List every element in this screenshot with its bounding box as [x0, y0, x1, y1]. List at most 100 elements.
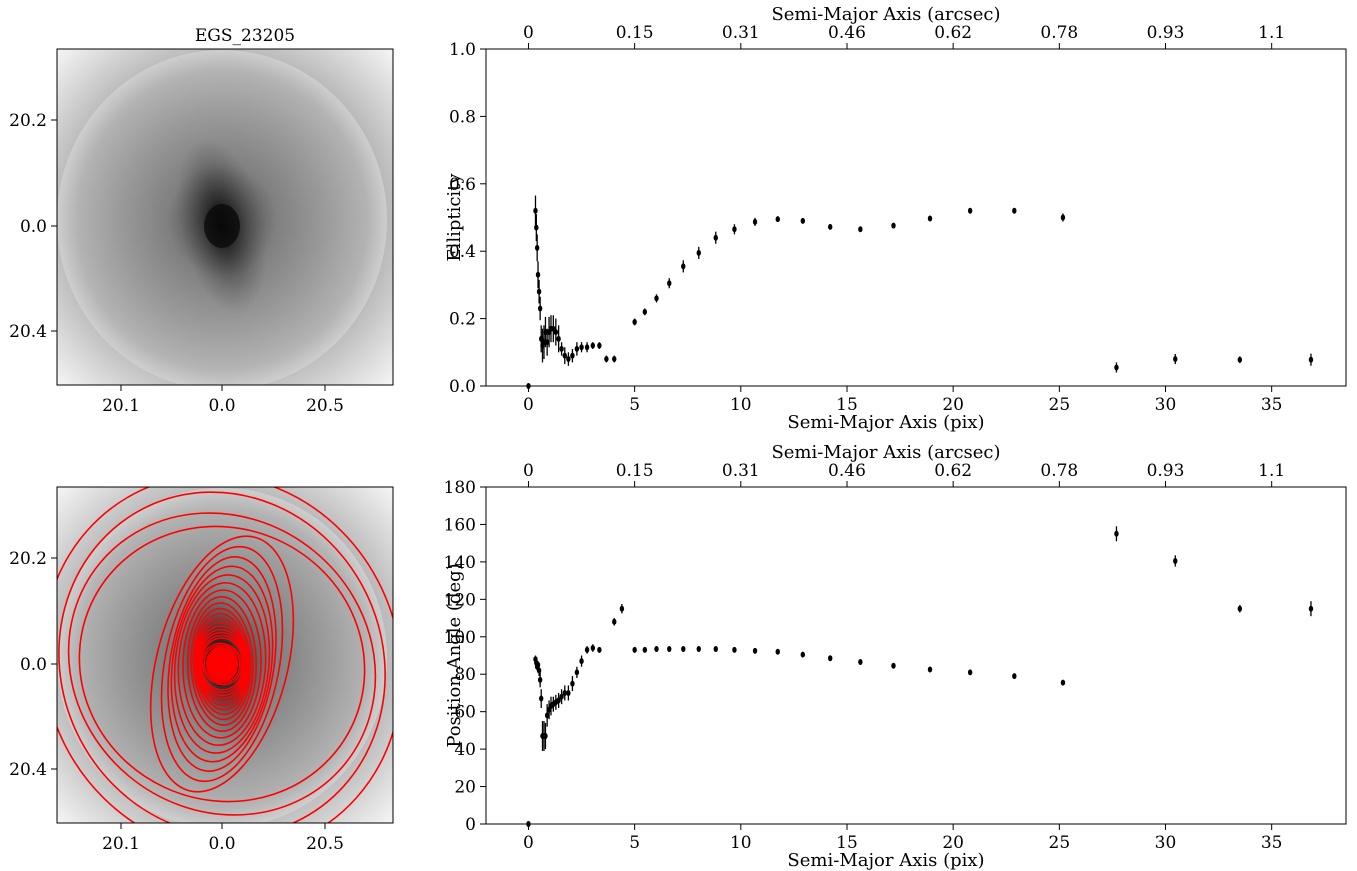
y-tick-label: 140 — [444, 553, 476, 573]
x2-tick-label: 0.93 — [1147, 461, 1185, 481]
data-point — [559, 693, 564, 700]
isophote-ellipse — [194, 612, 250, 716]
x2-tick-label: 0.46 — [828, 23, 866, 43]
data-point — [570, 680, 575, 687]
data-point — [526, 821, 531, 827]
data-point — [562, 352, 567, 359]
x2-tick-label: 0.46 — [828, 461, 866, 481]
data-point — [927, 666, 933, 673]
image2-xtick-1: 20.1 — [102, 834, 140, 854]
x-axis-label: Semi-Major Axis (pix) — [787, 850, 984, 871]
data-point — [1173, 557, 1178, 564]
data-point — [562, 689, 567, 696]
y-tick-label: 180 — [444, 478, 476, 498]
image2-xtick-3: 20.5 — [306, 834, 344, 854]
data-point — [696, 645, 701, 652]
isophote-ellipse — [67, 512, 377, 816]
isophote-ellipse — [149, 535, 295, 793]
x2-tick-label: 0.78 — [1040, 461, 1078, 481]
data-point — [579, 344, 584, 351]
data-point — [1308, 356, 1314, 363]
y-tick-label: 120 — [444, 590, 476, 610]
image-xtick-3: 20.5 — [306, 396, 344, 416]
data-point — [535, 271, 541, 278]
image-bottom-ticks: 20.1 0.0 20.5 20.2 0.0 20.4 — [9, 549, 344, 854]
image-title: EGS_23205 — [195, 26, 295, 46]
data-point — [732, 646, 737, 653]
data-point — [713, 645, 718, 652]
isophote-ellipse — [195, 617, 249, 711]
isophote-ellipse — [173, 574, 271, 754]
x-tick-label: 20 — [942, 395, 964, 415]
data-point — [775, 648, 780, 655]
data-point — [1060, 679, 1066, 686]
data-point — [570, 352, 575, 359]
x-tick-label: 15 — [836, 395, 858, 415]
isophote-ellipse — [78, 525, 366, 803]
y-axis-label: Position Angle (deg) — [444, 563, 465, 747]
position-angle-plot: 0 5 10 15 20 25 30 35 0 0.15 0.31 0.46 0.62 0.78 0.93 1… — [444, 442, 1347, 871]
data-point — [752, 218, 758, 225]
y-tick-label: 160 — [444, 515, 476, 535]
data-point — [642, 646, 648, 653]
y-tick-label: 60 — [454, 703, 476, 723]
isophote-ellipse — [207, 647, 237, 681]
x2-axis-label: Semi-Major Axis (arcsec) — [771, 442, 1000, 463]
data-point — [590, 342, 596, 349]
data-point — [574, 669, 580, 676]
data-point — [612, 356, 617, 363]
data-point — [891, 662, 896, 669]
data-point — [828, 223, 833, 230]
isophote-ellipse — [170, 565, 274, 763]
x-tick-label: 10 — [730, 833, 752, 853]
y-tick-label: 40 — [454, 740, 476, 760]
data-point — [1308, 605, 1314, 612]
x-tick-label: 25 — [1049, 833, 1071, 853]
data-point — [732, 226, 737, 233]
data-point — [536, 288, 542, 295]
data-point — [597, 646, 602, 653]
isophote-ellipse — [167, 556, 277, 772]
data-point — [574, 345, 580, 352]
x2-axis-label: Semi-Major Axis (arcsec) — [771, 4, 1000, 25]
image-top-ticks: 20.1 0.0 20.5 20.2 0.0 20.4 — [9, 111, 344, 416]
x-tick-label: 0 — [523, 833, 534, 853]
isophote-ellipse — [203, 644, 241, 684]
image-xtick-2: 0.0 — [208, 396, 235, 416]
isophote-ellipse — [210, 651, 234, 677]
x2-tick-label: 0.62 — [934, 23, 972, 43]
data-point — [534, 224, 539, 231]
data-point — [800, 651, 806, 658]
data-point — [537, 676, 543, 683]
y-tick-label: 0.0 — [449, 377, 476, 397]
x-tick-label: 35 — [1261, 833, 1283, 853]
data-point — [858, 659, 863, 666]
isophote-ellipse — [212, 653, 232, 675]
y-tick-label: 100 — [444, 628, 476, 648]
data-point — [1173, 356, 1178, 363]
image2-ytick-1: 20.2 — [9, 549, 47, 569]
x-tick-label: 5 — [629, 395, 640, 415]
data-point — [667, 645, 672, 652]
image2-xtick-2: 0.0 — [208, 834, 235, 854]
x-tick-label: 15 — [836, 833, 858, 853]
x-tick-label: 5 — [629, 833, 640, 853]
x-axis-label: Semi-Major Axis (pix) — [787, 412, 984, 433]
data-point — [828, 655, 833, 662]
x-tick-label: 10 — [730, 395, 752, 415]
isophote-ellipse — [192, 607, 252, 721]
y-tick-label: 0.8 — [449, 107, 476, 127]
data-point — [556, 697, 561, 704]
data-point — [590, 645, 596, 652]
data-point — [752, 647, 758, 654]
data-point — [642, 308, 648, 315]
isophote-ellipse — [205, 645, 239, 683]
x2-tick-label: 0 — [523, 461, 534, 481]
data-point — [533, 207, 538, 214]
data-point — [536, 667, 542, 674]
isophote-ellipse — [186, 596, 258, 732]
data-point — [566, 356, 571, 363]
x-tick-label: 25 — [1049, 395, 1071, 415]
data-point — [654, 295, 659, 302]
